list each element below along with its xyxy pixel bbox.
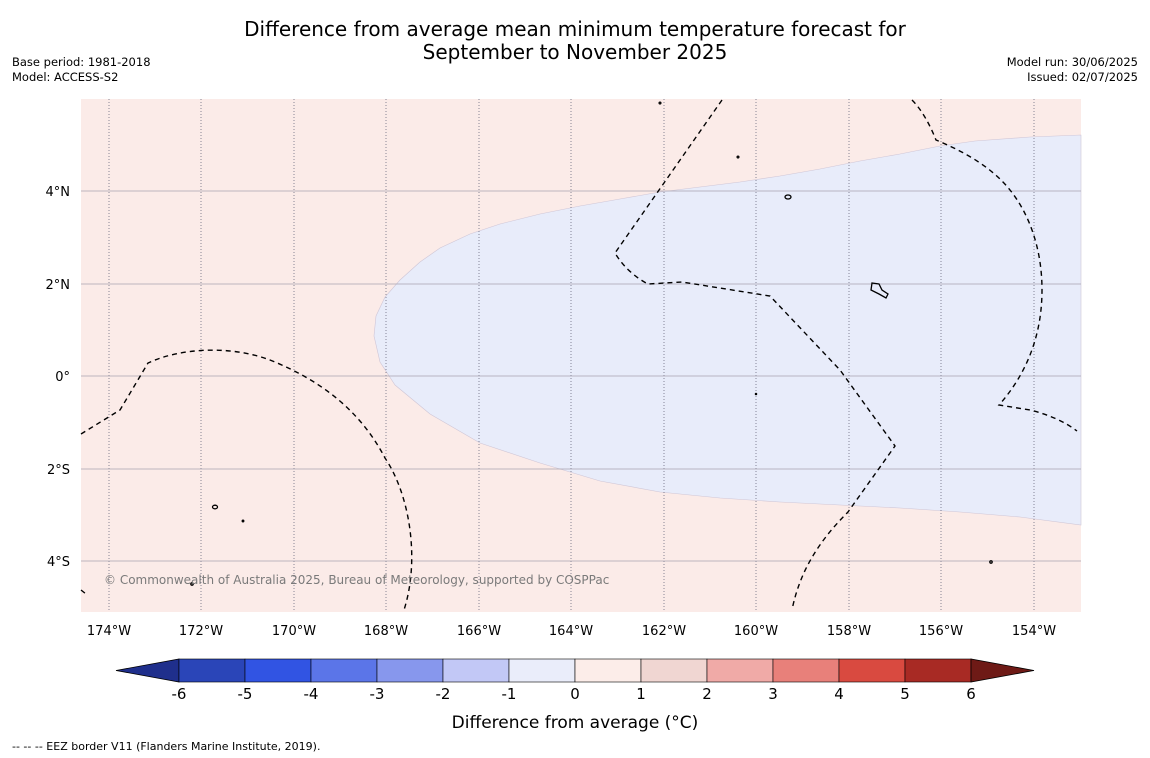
island-shape — [784, 194, 792, 200]
island-shape — [870, 282, 889, 299]
eez-border-right — [911, 99, 1078, 432]
base-period: Base period: 1981-2018 — [12, 55, 151, 69]
colorbar-tick: -4 — [304, 685, 319, 703]
lon-label: 166°W — [457, 624, 501, 639]
colorbar-segment — [244, 658, 312, 683]
lon-label: 158°W — [827, 624, 871, 639]
model-run: Model run: 30/06/2025 — [1006, 55, 1138, 69]
colorbar — [115, 658, 1035, 683]
eez-border-small — [80, 589, 87, 595]
colorbar-segment — [706, 658, 774, 683]
colorbar-tick: -2 — [436, 685, 451, 703]
meta-left: Base period: 1981-2018 Model: ACCESS-S2 — [12, 55, 151, 85]
parallel-lines — [81, 190, 1081, 562]
lon-labels: 174°W 172°W 170°W 168°W 166°W 164°W 162°… — [87, 624, 1056, 639]
colorbar-tick: -1 — [502, 685, 517, 703]
lat-label: 4°S — [47, 555, 70, 570]
issued-date: Issued: 02/07/2025 — [1027, 70, 1138, 84]
eez-border-left — [80, 349, 413, 611]
colorbar-tick: 4 — [834, 685, 844, 703]
colorbar-tick: 5 — [900, 685, 910, 703]
anomaly-region — [373, 134, 1082, 526]
island-shape — [736, 155, 740, 159]
lat-label: 0° — [55, 370, 70, 385]
island-shape — [241, 519, 245, 523]
island-shape — [989, 560, 993, 564]
lat-label: 2°N — [46, 278, 71, 293]
colorbar-segment — [574, 658, 642, 683]
colorbar-tick: 6 — [966, 685, 976, 703]
title-line-1: Difference from average mean minimum tem… — [244, 17, 906, 41]
colorbar-label: Difference from average (°C) — [452, 713, 699, 733]
lon-label: 170°W — [272, 624, 316, 639]
colorbar-tick: 2 — [702, 685, 712, 703]
island-shape — [658, 101, 662, 105]
lat-label: 4°N — [46, 185, 71, 200]
title-line-2: September to November 2025 — [422, 40, 728, 64]
colorbar-segment — [442, 658, 510, 683]
eez-borders — [80, 99, 1078, 611]
colorbar-segment — [904, 658, 972, 683]
lon-label: 162°W — [642, 624, 686, 639]
lon-label: 164°W — [549, 624, 593, 639]
colorbar-segment — [640, 658, 708, 683]
colorbar-segment — [772, 658, 840, 683]
lon-label: 174°W — [87, 624, 131, 639]
lon-label: 168°W — [364, 624, 408, 639]
eez-border-center — [614, 99, 896, 611]
colorbar-tick: 3 — [768, 685, 778, 703]
colorbar-ticks: -6 -5 -4 -3 -2 -1 0 1 2 3 4 5 6 — [172, 685, 976, 703]
lon-label: 156°W — [919, 624, 963, 639]
colorbar-tick: -3 — [370, 685, 385, 703]
colorbar-extend-high — [970, 658, 1035, 683]
island-shape — [190, 582, 194, 586]
colorbar-segment — [508, 658, 576, 683]
map-figure: 4°N 2°N 0° 2°S 4°S 174°W 172°W 170°W 168… — [46, 99, 1082, 733]
lon-label: 160°W — [734, 624, 778, 639]
island-shape — [211, 504, 219, 510]
colorbar-segment — [838, 658, 906, 683]
colorbar-segment — [310, 658, 378, 683]
colorbar-tick: 0 — [570, 685, 580, 703]
colorbar-tick: 1 — [636, 685, 646, 703]
eez-legend-note: -- -- -- EEZ border V11 (Flanders Marine… — [12, 740, 321, 753]
colorbar-tick: -6 — [172, 685, 187, 703]
island-shape — [754, 392, 758, 396]
colorbar-segment — [376, 658, 444, 683]
colorbar-segment — [178, 658, 246, 683]
colorbar-tick: -5 — [238, 685, 253, 703]
meta-right: Model run: 30/06/2025 Issued: 02/07/2025 — [1007, 55, 1138, 85]
lat-label: 2°S — [47, 463, 70, 478]
lat-labels: 4°N 2°N 0° 2°S 4°S — [46, 185, 71, 570]
map-title: Difference from average mean minimum tem… — [0, 18, 1150, 64]
lon-label: 154°W — [1012, 624, 1056, 639]
copyright-notice: © Commonwealth of Australia 2025, Bureau… — [104, 573, 609, 587]
model-name: Model: ACCESS-S2 — [12, 70, 119, 84]
islands — [190, 101, 993, 586]
lon-label: 172°W — [179, 624, 223, 639]
colorbar-extend-low — [115, 658, 180, 683]
